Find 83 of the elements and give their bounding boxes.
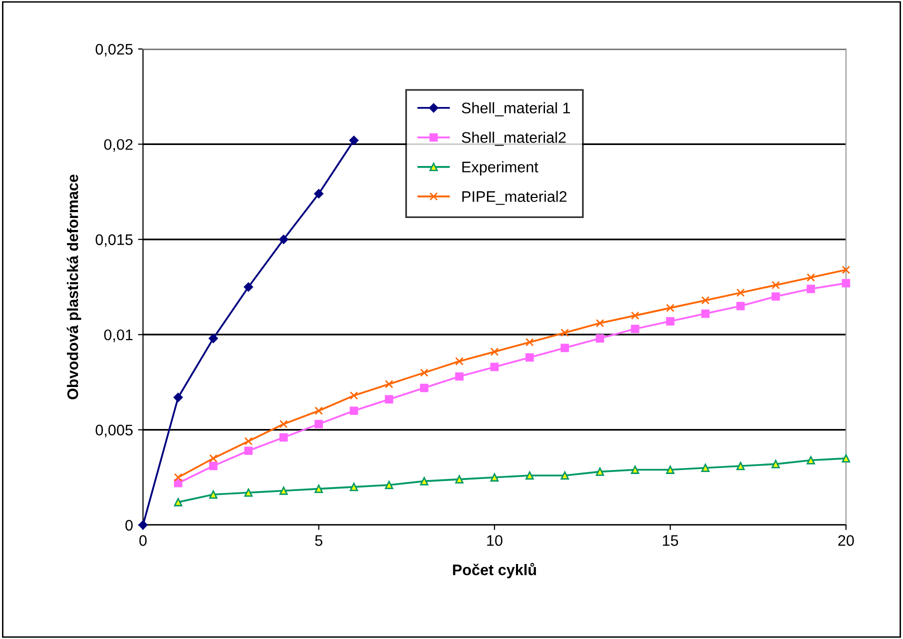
point	[279, 420, 288, 428]
point	[772, 460, 780, 468]
point	[244, 437, 253, 446]
point	[314, 420, 323, 428]
x-tick-label: 15	[662, 535, 678, 546]
point	[666, 304, 674, 312]
point	[842, 454, 850, 463]
point	[630, 324, 640, 334]
point	[596, 334, 604, 343]
point	[420, 368, 428, 377]
y-tick-label: 0,025	[96, 44, 133, 56]
point	[736, 302, 745, 310]
x-tick-label: 5	[315, 535, 322, 546]
y-tick-label: 0	[125, 520, 133, 531]
point	[208, 334, 218, 344]
point	[420, 477, 428, 486]
point	[279, 486, 288, 495]
x-axis-title: Počet cyklů	[453, 562, 536, 578]
point	[525, 338, 534, 346]
point	[174, 473, 182, 482]
point	[560, 344, 569, 352]
point	[701, 464, 710, 472]
point	[244, 282, 254, 292]
point	[736, 288, 745, 297]
point	[314, 189, 324, 198]
point	[736, 462, 745, 470]
point	[806, 273, 816, 282]
point	[350, 482, 358, 492]
y-tick-label: 0,02	[104, 139, 133, 152]
point	[138, 520, 148, 530]
x-tick-label: 0	[139, 535, 147, 546]
point	[596, 319, 604, 328]
point	[560, 471, 569, 480]
point	[806, 456, 816, 464]
point	[174, 392, 183, 402]
point	[314, 484, 323, 493]
point	[842, 279, 850, 288]
point	[455, 372, 464, 381]
point	[314, 406, 323, 415]
point	[490, 473, 499, 482]
legend-label: Experiment	[462, 161, 538, 176]
point	[349, 136, 359, 146]
y-tick-label: 0,005	[96, 424, 133, 438]
point	[772, 292, 780, 301]
point	[455, 475, 464, 484]
point	[420, 384, 428, 392]
point	[350, 406, 358, 415]
point	[350, 391, 358, 400]
point	[560, 328, 569, 337]
point	[525, 471, 534, 480]
point	[209, 462, 218, 470]
point	[244, 488, 253, 497]
point	[666, 317, 674, 326]
point	[490, 362, 499, 372]
point	[630, 466, 640, 474]
point	[701, 296, 710, 304]
point	[209, 454, 218, 463]
x-tick-label: 20	[838, 535, 854, 546]
legend-label: Shell_material 1	[462, 102, 570, 116]
point	[490, 348, 499, 356]
legend-label: PIPE_material2	[462, 190, 566, 205]
legend-label: Shell_material2	[462, 132, 566, 146]
point	[630, 311, 640, 320]
x-tick-label: 10	[487, 535, 502, 546]
point	[384, 395, 394, 404]
point	[209, 490, 218, 499]
point	[278, 234, 288, 244]
point	[384, 380, 394, 388]
point	[842, 266, 850, 274]
point	[772, 280, 780, 290]
y-tick-label: 0,01	[104, 329, 133, 342]
point	[174, 498, 182, 506]
y-tick-label: 0,015	[96, 234, 133, 247]
point	[525, 353, 534, 362]
point	[666, 466, 674, 474]
point	[279, 433, 288, 442]
point	[701, 309, 710, 318]
point	[596, 468, 604, 476]
point	[806, 284, 816, 294]
point	[244, 446, 253, 455]
y-axis-title: Obvodová plastická deformace	[66, 174, 82, 400]
point	[455, 357, 464, 366]
point	[384, 480, 394, 490]
